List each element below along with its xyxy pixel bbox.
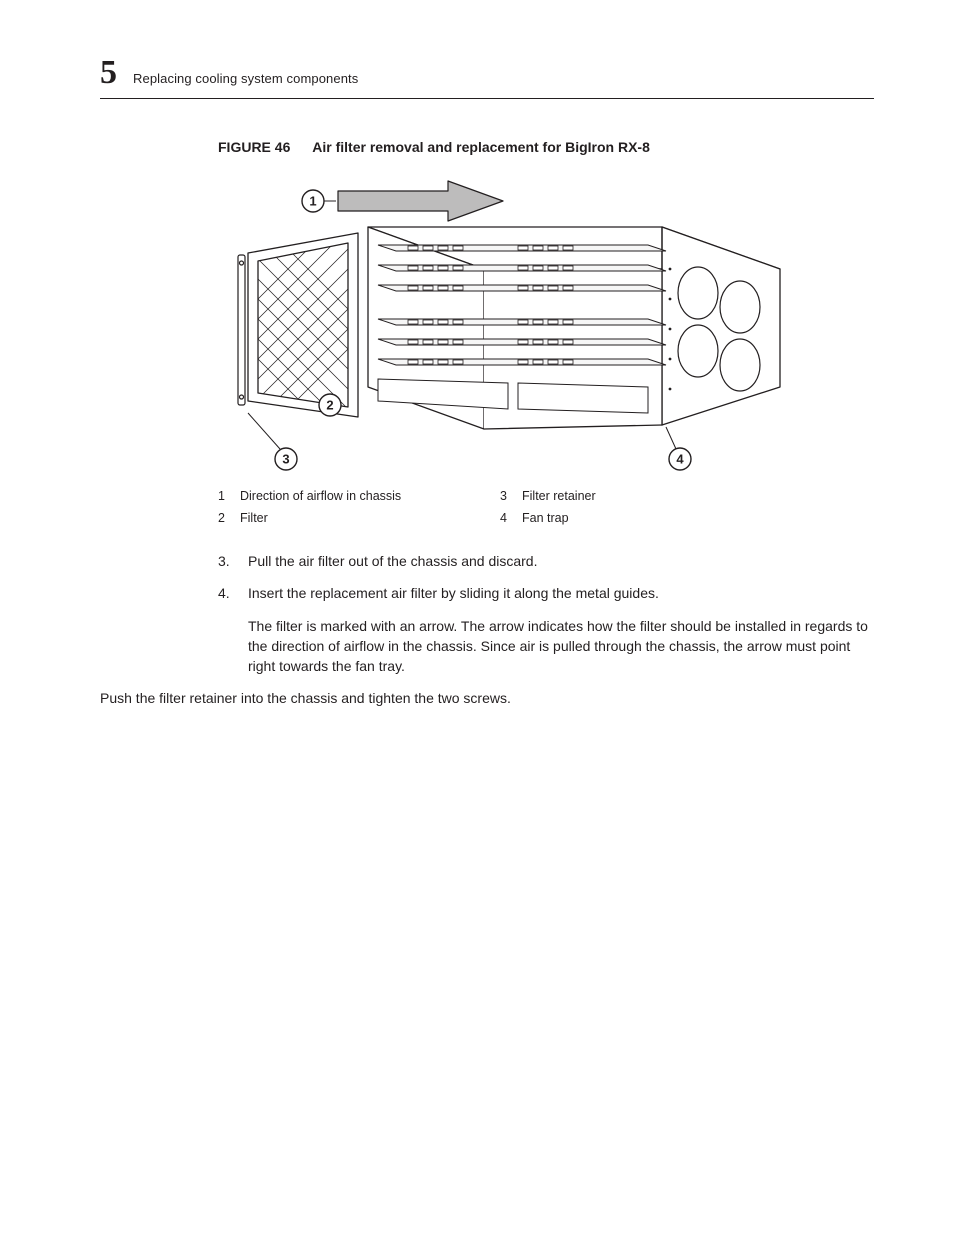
document-page: 5 Replacing cooling system components FI… — [0, 0, 954, 1235]
figure-legend: 1 Direction of airflow in chassis 3 Filt… — [218, 489, 874, 525]
steps-list: 3. Pull the air filter out of the chassi… — [218, 551, 874, 676]
figure-caption: FIGURE 46 Air filter removal and replace… — [218, 139, 874, 155]
step-4: 4. Insert the replacement air filter by … — [218, 583, 874, 676]
figure-title: Air filter removal and replacement for B… — [312, 139, 650, 155]
section-title: Replacing cooling system components — [133, 71, 358, 86]
callout-2: 2 — [326, 398, 333, 413]
legend-num-2: 2 — [218, 511, 240, 525]
step-3-number: 3. — [218, 551, 236, 571]
figure-illustration: 1 2 3 4 — [218, 169, 818, 479]
step-4-text: Insert the replacement air filter by sli… — [248, 583, 874, 676]
step-4-paragraph: The filter is marked with an arrow. The … — [248, 616, 874, 677]
step-3-text: Pull the air filter out of the chassis a… — [248, 551, 874, 571]
page-header: 5 Replacing cooling system components — [100, 56, 874, 90]
figure-label: FIGURE 46 — [218, 139, 290, 155]
legend-text-1: Direction of airflow in chassis — [240, 489, 500, 503]
legend-text-4: Fan trap — [522, 511, 722, 525]
header-rule — [100, 98, 874, 99]
step-4-number: 4. — [218, 583, 236, 676]
content-area: FIGURE 46 Air filter removal and replace… — [100, 139, 874, 709]
step-4-line1: Insert the replacement air filter by sli… — [248, 583, 874, 603]
callout-4: 4 — [676, 452, 684, 467]
legend-text-3: Filter retainer — [522, 489, 722, 503]
legend-num-3: 3 — [500, 489, 522, 503]
chapter-number: 5 — [100, 56, 117, 90]
callout-3: 3 — [282, 452, 289, 467]
callout-1: 1 — [309, 194, 316, 209]
final-paragraph: Push the filter retainer into the chassi… — [100, 688, 874, 708]
legend-num-1: 1 — [218, 489, 240, 503]
step-3: 3. Pull the air filter out of the chassi… — [218, 551, 874, 571]
legend-text-2: Filter — [240, 511, 500, 525]
legend-num-4: 4 — [500, 511, 522, 525]
